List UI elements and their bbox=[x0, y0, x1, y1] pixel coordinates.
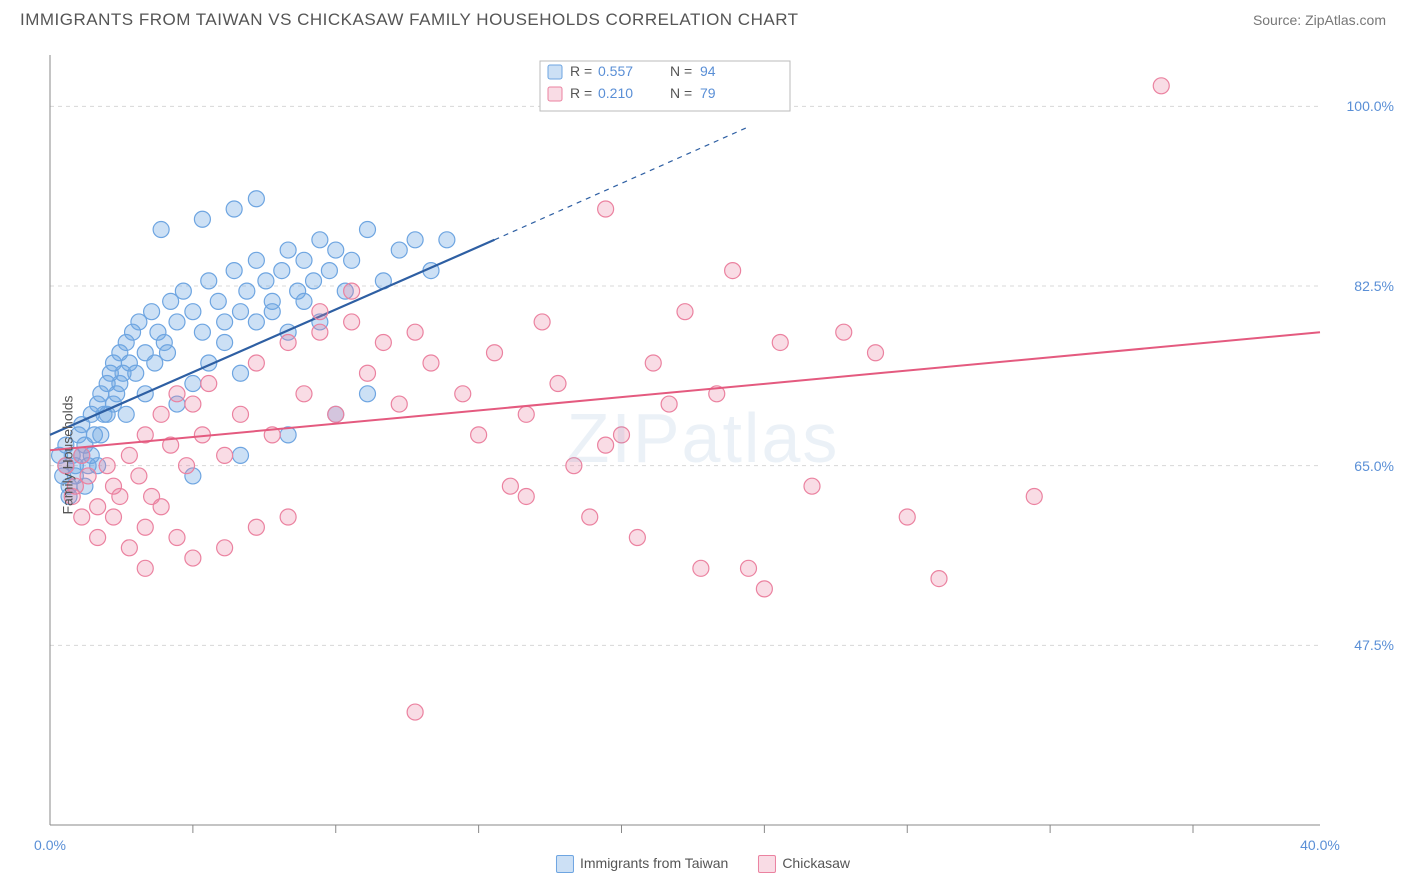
chart-title: IMMIGRANTS FROM TAIWAN VS CHICKASAW FAMI… bbox=[20, 10, 799, 30]
chart-area: Family Households ZIPatlas R = 0.557N = … bbox=[0, 35, 1406, 875]
legend-label-taiwan: Immigrants from Taiwan bbox=[580, 855, 728, 871]
svg-text:94: 94 bbox=[700, 63, 716, 79]
svg-text:79: 79 bbox=[700, 85, 716, 101]
svg-text:R =: R = bbox=[570, 63, 592, 79]
legend-item-chickasaw: Chickasaw bbox=[758, 855, 850, 873]
legend-swatch-blue bbox=[556, 855, 574, 873]
legend-label-chickasaw: Chickasaw bbox=[782, 855, 850, 871]
source-name: ZipAtlas.com bbox=[1305, 12, 1386, 28]
svg-text:R =: R = bbox=[570, 85, 592, 101]
y-tick-label: 100.0% bbox=[1347, 98, 1394, 114]
scatter-plot-svg: R = 0.557 N = 94 R = 0.210 N = 79 bbox=[0, 35, 1406, 875]
header: IMMIGRANTS FROM TAIWAN VS CHICKASAW FAMI… bbox=[0, 0, 1406, 35]
svg-text:0.557: 0.557 bbox=[598, 63, 633, 79]
y-axis-label: Family Households bbox=[60, 395, 76, 514]
svg-text:N =: N = bbox=[670, 85, 692, 101]
source-prefix: Source: bbox=[1253, 12, 1305, 28]
source-attribution: Source: ZipAtlas.com bbox=[1253, 12, 1386, 28]
svg-text:N =: N = bbox=[670, 63, 692, 79]
y-tick-label: 47.5% bbox=[1354, 637, 1394, 653]
bottom-legend: Immigrants from Taiwan Chickasaw bbox=[556, 855, 850, 873]
x-tick-right: 40.0% bbox=[1300, 837, 1340, 853]
legend-swatch-pink bbox=[758, 855, 776, 873]
y-tick-label: 65.0% bbox=[1354, 458, 1394, 474]
legend-item-taiwan: Immigrants from Taiwan bbox=[556, 855, 728, 873]
svg-text:0.210: 0.210 bbox=[598, 85, 633, 101]
y-tick-label: 82.5% bbox=[1354, 278, 1394, 294]
x-tick-left: 0.0% bbox=[34, 837, 66, 853]
